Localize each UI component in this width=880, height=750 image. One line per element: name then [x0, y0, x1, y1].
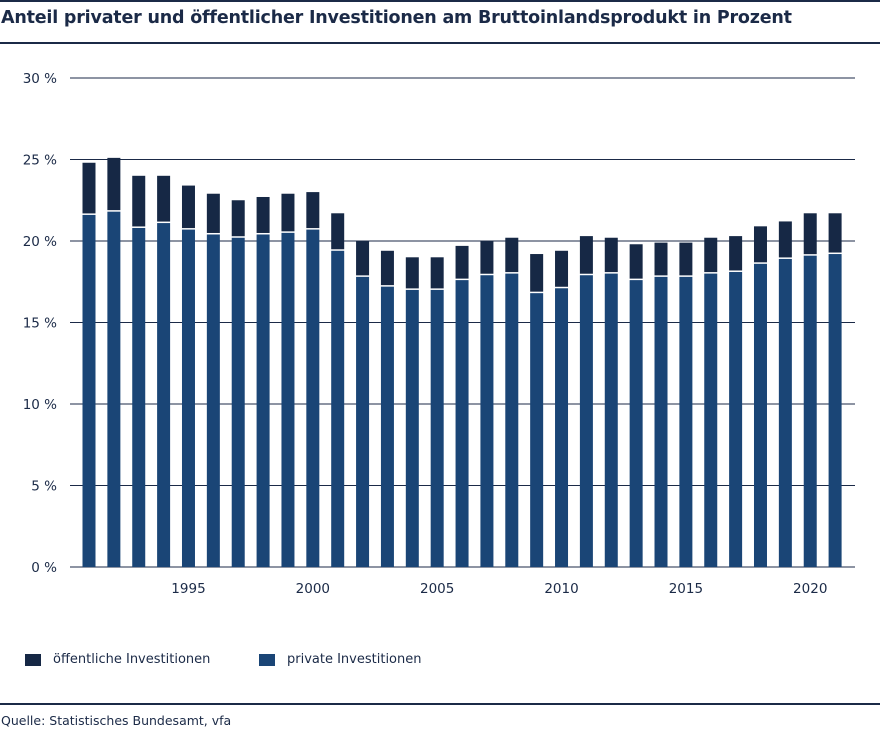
bar-private — [654, 276, 668, 567]
bar-private — [82, 214, 96, 568]
x-tick-label: 1995 — [171, 581, 205, 597]
x-tick-label: 2000 — [296, 581, 330, 597]
bar-private — [505, 273, 519, 567]
y-tick-label: 0 % — [31, 560, 57, 576]
bar-public — [430, 257, 444, 289]
bar-private — [753, 263, 767, 567]
legend-label-private: private Investitionen — [287, 652, 422, 667]
bar-private — [231, 237, 245, 568]
title-underline — [0, 42, 880, 44]
bar-chart: 0 % 5 % 10 % 15 % 20 % 25 % 30 % 1995 2000 2005 2… — [23, 71, 855, 597]
bar-public — [380, 250, 394, 286]
bar-public — [331, 213, 345, 250]
y-tick-label: 5 % — [31, 479, 57, 495]
bar-public — [231, 200, 245, 237]
legend-swatch-private — [259, 653, 275, 666]
bar-private — [405, 289, 419, 567]
bar-public — [555, 250, 569, 287]
y-tick-label: 15 % — [23, 316, 57, 332]
y-axis-labels: 0 % 5 % 10 % 15 % 20 % 25 % 30 % — [23, 71, 57, 576]
bar-private — [306, 229, 320, 567]
legend-private: private Investitionen — [259, 652, 421, 667]
bar-public — [604, 237, 618, 273]
bar-public — [107, 157, 121, 211]
bar-public — [306, 192, 320, 229]
bar-private — [679, 276, 693, 567]
bar-private — [579, 275, 593, 567]
bar-public — [181, 185, 195, 229]
bar-public — [405, 257, 419, 289]
bar-public — [654, 242, 668, 276]
bar-private — [356, 276, 370, 567]
legend-public: öffentliche Investitionen — [25, 652, 210, 667]
bar-public — [679, 242, 693, 276]
bar-public — [480, 241, 494, 274]
bar-public — [729, 236, 743, 271]
bar-private — [604, 273, 618, 567]
bottom-rule — [0, 703, 880, 705]
bar-public — [82, 162, 96, 214]
bar-public — [579, 236, 593, 274]
bar-private — [530, 293, 544, 567]
bar-public — [132, 175, 146, 227]
bar-private — [555, 288, 569, 567]
y-tick-label: 25 % — [23, 153, 57, 169]
bar-public — [803, 213, 817, 255]
bar-private — [281, 232, 295, 567]
bar-public — [455, 245, 469, 279]
bar-private — [480, 275, 494, 567]
bar-public — [505, 237, 519, 273]
x-tick-label: 2020 — [793, 581, 827, 597]
bar-public — [206, 193, 220, 233]
grid-lines — [70, 77, 855, 568]
y-tick-label: 30 % — [23, 71, 57, 87]
x-tick-label: 2010 — [544, 581, 578, 597]
bar-public — [778, 221, 792, 258]
bar-private — [132, 227, 146, 567]
source-note: Quelle: Statistisches Bundesamt, vfa — [1, 713, 232, 728]
bar-private — [455, 280, 469, 567]
bar-public — [281, 193, 295, 232]
bar-private — [629, 280, 643, 567]
bar-private — [107, 211, 121, 567]
y-tick-label: 20 % — [23, 234, 57, 250]
bar-private — [331, 250, 345, 567]
bar-private — [729, 271, 743, 567]
x-tick-label: 2005 — [420, 581, 454, 597]
bar-private — [256, 234, 270, 568]
bar-private — [157, 223, 171, 567]
bar-private — [206, 234, 220, 568]
bar-public — [356, 241, 370, 276]
bar-public — [157, 175, 171, 222]
bar-public — [256, 196, 270, 233]
top-rule — [0, 0, 880, 2]
bar-private — [704, 273, 718, 567]
legend-label-public: öffentliche Investitionen — [53, 652, 211, 667]
bar-private — [803, 255, 817, 568]
bar-private — [430, 289, 444, 567]
x-tick-label: 2015 — [669, 581, 703, 597]
x-axis-labels: 1995 2000 2005 2010 2015 2020 — [171, 581, 827, 597]
bar-private — [778, 258, 792, 567]
bar-private — [828, 254, 842, 568]
bar-private — [181, 229, 195, 567]
bars — [82, 157, 842, 568]
bar-public — [629, 244, 643, 279]
legend-swatch-public — [25, 653, 41, 666]
chart-title: Anteil privater und öffentlicher Investi… — [1, 8, 792, 28]
bar-public — [704, 237, 718, 273]
bar-public — [530, 254, 544, 292]
bar-public — [753, 226, 767, 263]
bar-public — [828, 213, 842, 253]
y-tick-label: 10 % — [23, 397, 57, 413]
bar-private — [380, 286, 394, 567]
